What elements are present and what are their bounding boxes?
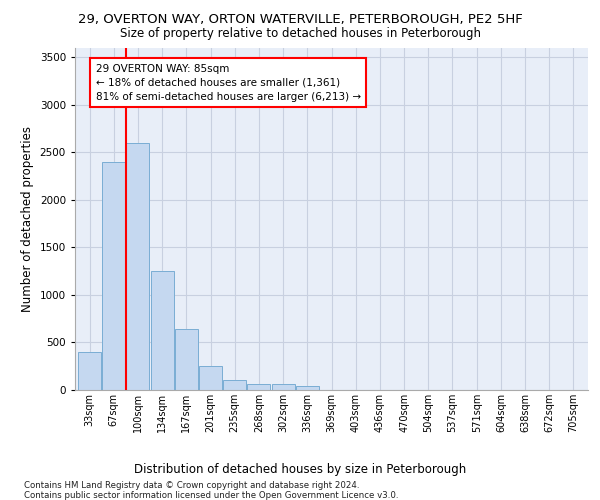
Text: Distribution of detached houses by size in Peterborough: Distribution of detached houses by size … (134, 462, 466, 475)
Bar (175, 329, 198, 390)
Bar (78, 352, 101, 390)
Bar (199, 366, 222, 390)
Bar (223, 380, 246, 390)
Bar (296, 386, 319, 390)
Bar (247, 384, 271, 390)
Bar (127, 142, 149, 390)
Y-axis label: Number of detached properties: Number of detached properties (21, 126, 34, 312)
Text: Size of property relative to detached houses in Peterborough: Size of property relative to detached ho… (119, 28, 481, 40)
Bar (272, 384, 295, 390)
Bar (102, 162, 125, 390)
Text: 29 OVERTON WAY: 85sqm
← 18% of detached houses are smaller (1,361)
81% of semi-d: 29 OVERTON WAY: 85sqm ← 18% of detached … (95, 64, 361, 102)
Text: Contains HM Land Registry data © Crown copyright and database right 2024.
Contai: Contains HM Land Registry data © Crown c… (24, 481, 398, 500)
Bar (151, 271, 173, 390)
Text: 29, OVERTON WAY, ORTON WATERVILLE, PETERBOROUGH, PE2 5HF: 29, OVERTON WAY, ORTON WATERVILLE, PETER… (77, 12, 523, 26)
